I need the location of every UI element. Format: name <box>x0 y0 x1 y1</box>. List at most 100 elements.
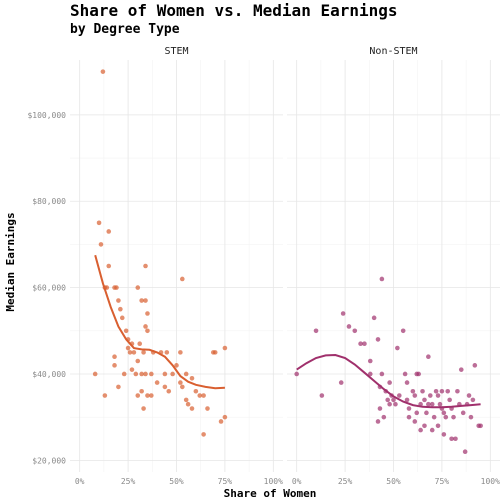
data-point <box>201 393 206 398</box>
data-point <box>106 263 112 269</box>
data-point <box>116 298 121 303</box>
data-point <box>455 388 460 394</box>
data-point <box>379 371 385 377</box>
data-point <box>100 69 106 74</box>
data-point <box>139 298 144 303</box>
data-point <box>133 371 139 377</box>
data-point <box>346 324 352 329</box>
data-point <box>183 371 189 377</box>
data-point <box>449 436 454 442</box>
y-tick-label: $100,000 <box>27 111 66 120</box>
data-point <box>143 324 148 329</box>
data-point <box>135 358 141 364</box>
data-point <box>367 358 373 364</box>
panel-non-stem: Non-STEM 0% 25% 50% 75% 100% <box>287 46 500 486</box>
data-point <box>453 436 458 442</box>
x-tick-label: 75% <box>218 477 233 486</box>
data-point <box>162 384 168 390</box>
data-point <box>412 419 418 424</box>
data-point <box>145 328 150 334</box>
data-point <box>114 285 119 290</box>
data-point <box>222 414 228 420</box>
data-point <box>424 410 429 416</box>
data-point <box>439 388 445 394</box>
data-point <box>137 341 143 347</box>
data-point <box>416 371 421 377</box>
data-point <box>387 401 392 407</box>
data-point <box>222 345 228 351</box>
data-point <box>121 371 127 377</box>
data-point <box>367 371 373 377</box>
data-point <box>162 371 168 377</box>
data-point <box>189 406 195 411</box>
data-point <box>127 350 133 355</box>
trend-line <box>296 353 481 409</box>
data-point <box>460 410 466 416</box>
data-point <box>435 423 441 429</box>
data-point <box>447 397 452 403</box>
data-point <box>143 263 148 269</box>
data-point <box>201 432 206 437</box>
data-point <box>466 393 472 398</box>
x-tick-label: 75% <box>435 477 450 486</box>
data-point <box>340 311 346 316</box>
data-point <box>197 393 203 398</box>
data-point <box>149 393 154 398</box>
data-point <box>102 393 108 398</box>
data-point <box>387 380 392 385</box>
data-point <box>178 380 183 385</box>
data-point <box>427 393 433 398</box>
data-point <box>154 380 160 385</box>
x-tick-label: 0% <box>292 477 302 486</box>
data-point <box>166 388 172 394</box>
data-point <box>319 393 325 398</box>
data-point <box>313 328 319 334</box>
data-point <box>92 371 98 377</box>
data-point <box>379 276 385 282</box>
data-point <box>143 298 148 303</box>
data-point <box>429 401 435 407</box>
panel-stem: STEM 0% 25% 50% 75% 100% $20,000 $40,000 $60,000… <box>27 46 283 486</box>
panels: STEM 0% 25% 50% 75% 100% $20,000 $40,000 $60,000… <box>27 46 500 486</box>
data-point <box>170 371 175 377</box>
data-point <box>404 380 410 385</box>
data-point <box>377 406 383 411</box>
data-point <box>218 419 224 424</box>
data-point <box>145 311 150 316</box>
data-point <box>98 242 104 247</box>
x-tick-label: 50% <box>386 477 401 486</box>
data-point <box>468 414 474 420</box>
data-point <box>397 393 402 398</box>
data-point <box>149 371 154 377</box>
data-point <box>135 285 141 290</box>
panel-strip-label: Non-STEM <box>369 46 417 57</box>
x-tick-label: 25% <box>121 477 136 486</box>
data-point <box>445 388 451 394</box>
data-point <box>433 388 439 394</box>
data-point <box>106 229 112 234</box>
data-point <box>462 449 468 455</box>
data-point <box>400 328 406 334</box>
data-point <box>393 401 398 407</box>
data-point <box>352 328 358 334</box>
data-point <box>375 419 381 424</box>
data-point <box>180 276 185 282</box>
chart-subtitle: by Degree Type <box>70 22 180 37</box>
trend-line <box>94 254 225 390</box>
data-point <box>426 401 431 407</box>
data-point <box>478 423 483 429</box>
data-point <box>205 406 210 411</box>
data-point <box>141 406 146 411</box>
data-point <box>112 363 117 368</box>
data-point <box>131 350 137 355</box>
data-point <box>116 384 121 390</box>
data-point <box>458 367 464 372</box>
data-point <box>435 393 441 398</box>
data-point <box>371 315 377 321</box>
data-point <box>381 414 387 420</box>
data-point <box>123 328 129 334</box>
chart-title: Share of Women vs. Median Earnings <box>70 1 398 20</box>
data-point <box>375 337 381 342</box>
data-point <box>180 384 185 390</box>
